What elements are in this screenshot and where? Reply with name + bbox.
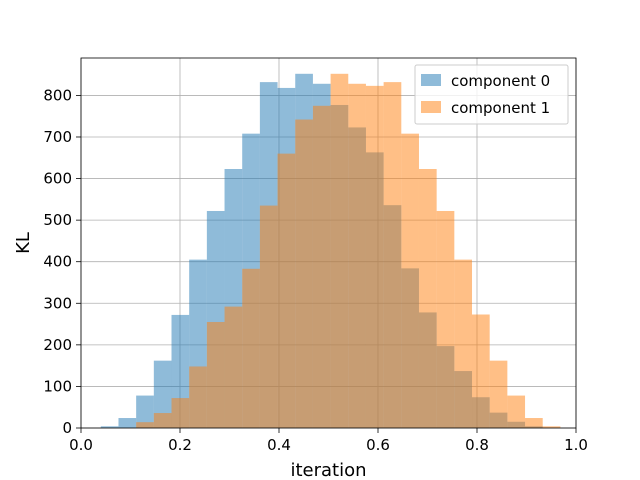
y-tick-label: 400	[43, 253, 72, 271]
histogram-bar	[189, 366, 207, 428]
y-tick-label: 0	[62, 419, 72, 437]
x-axis-ticks: 0.0 0.2 0.4 0.6 0.8 1.0	[69, 428, 588, 454]
x-tick-label: 0.2	[168, 436, 192, 454]
histogram-bar	[312, 105, 331, 428]
legend-swatch	[421, 74, 441, 86]
legend-swatch	[421, 101, 441, 113]
histogram-bar	[365, 85, 384, 428]
histogram-bar	[224, 306, 243, 428]
histogram-bar	[277, 153, 296, 428]
x-axis-label: iteration	[290, 460, 366, 480]
legend-label: component 0	[451, 72, 550, 90]
histogram-bar	[454, 259, 473, 428]
plot-frame	[80, 57, 577, 429]
legend: component 0 component 1	[414, 64, 569, 125]
histogram-bar	[295, 119, 313, 429]
y-axis-ticks: 0 100 200 300 400 500 600 700 800	[43, 86, 81, 437]
histogram-bar	[525, 418, 543, 428]
histogram-bar	[472, 314, 490, 428]
histogram-bar	[242, 268, 260, 428]
histogram-bar	[206, 321, 225, 428]
legend-box	[414, 64, 569, 125]
y-tick-label: 500	[43, 211, 72, 229]
histogram-bar	[136, 422, 154, 428]
y-tick-label: 600	[43, 170, 72, 188]
histogram-bar	[383, 82, 402, 428]
histogram-bar	[153, 413, 172, 428]
histogram-bar	[136, 395, 154, 428]
x-tick-label: 0.8	[465, 436, 489, 454]
y-tick-label: 200	[43, 336, 72, 354]
y-axis-label: KL	[13, 232, 34, 254]
histogram-bar	[401, 133, 419, 429]
histogram-bar	[153, 360, 172, 428]
histogram-bar	[100, 426, 119, 428]
histogram-bar	[436, 210, 455, 428]
histogram-bar	[348, 83, 366, 429]
histogram-bar	[171, 398, 190, 428]
histogram-bar	[418, 169, 437, 428]
y-tick-label: 300	[43, 294, 72, 312]
bars	[100, 73, 561, 429]
histogram-bar	[542, 426, 561, 428]
histogram-bar	[259, 205, 278, 428]
histogram-bar	[489, 360, 508, 428]
y-tick-label: 800	[43, 86, 72, 104]
histogram-bar	[507, 395, 526, 428]
series-1	[136, 73, 561, 429]
y-tick-label: 100	[43, 377, 72, 395]
x-tick-label: 1.0	[564, 436, 588, 454]
histogram-bar	[330, 73, 349, 428]
y-tick-label: 700	[43, 128, 72, 146]
x-tick-label: 0.6	[366, 436, 390, 454]
x-tick-label: 0.0	[69, 436, 93, 454]
legend-label: component 1	[451, 99, 550, 117]
x-tick-label: 0.4	[267, 436, 291, 454]
histogram-bar	[118, 418, 137, 428]
